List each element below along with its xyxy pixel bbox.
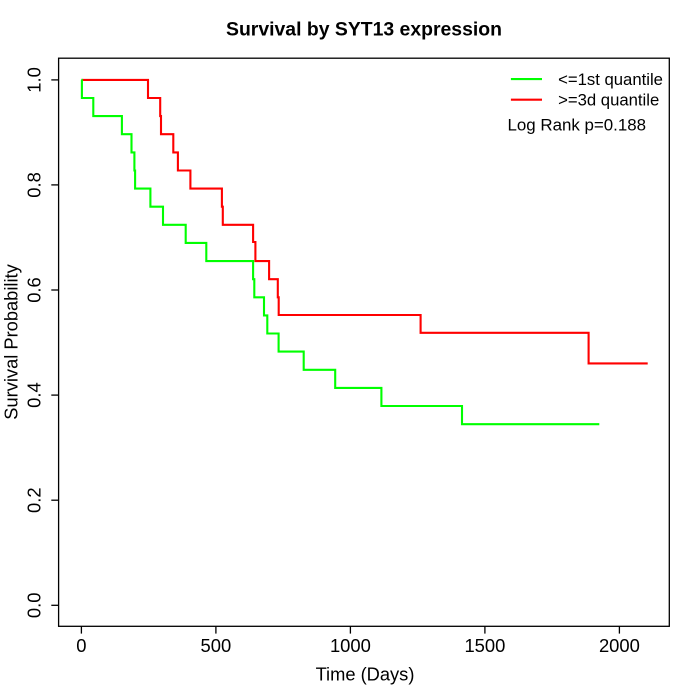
svg-text:0.2: 0.2 bbox=[23, 487, 44, 513]
svg-text:Survival Probability: Survival Probability bbox=[1, 263, 22, 419]
svg-text:0.4: 0.4 bbox=[23, 382, 44, 408]
svg-text:>=3d quantile: >=3d quantile bbox=[558, 91, 659, 110]
svg-text:1500: 1500 bbox=[464, 635, 505, 656]
svg-text:Survival by SYT13 expression: Survival by SYT13 expression bbox=[226, 19, 502, 41]
svg-text:<=1st quantile: <=1st quantile bbox=[558, 70, 663, 89]
svg-text:2000: 2000 bbox=[599, 635, 640, 656]
svg-text:Log Rank p=0.188: Log Rank p=0.188 bbox=[508, 116, 647, 135]
svg-text:0.0: 0.0 bbox=[23, 593, 44, 619]
svg-text:0: 0 bbox=[76, 635, 86, 656]
svg-text:Time (Days): Time (Days) bbox=[316, 664, 415, 685]
svg-text:0.8: 0.8 bbox=[23, 172, 44, 198]
svg-text:1.0: 1.0 bbox=[23, 67, 44, 93]
svg-text:0.6: 0.6 bbox=[23, 277, 44, 303]
svg-text:500: 500 bbox=[201, 635, 232, 656]
svg-text:1000: 1000 bbox=[330, 635, 371, 656]
